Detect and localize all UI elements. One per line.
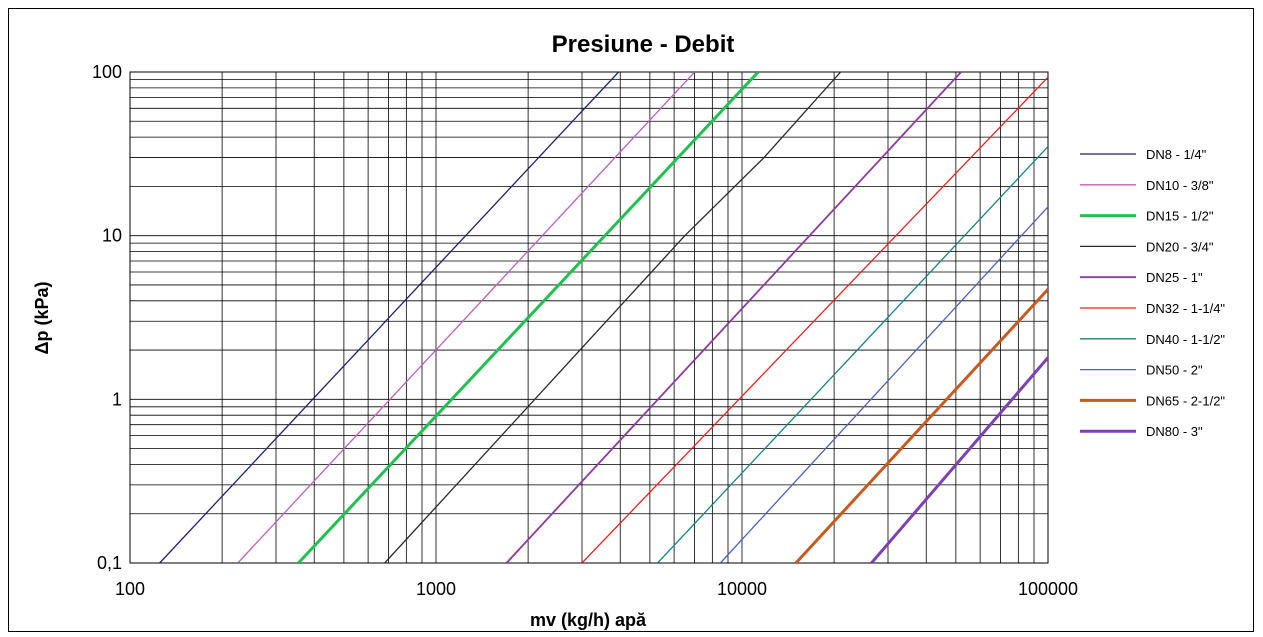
series-line-10 — [870, 356, 1048, 563]
x-axis-label: mv (kg/h) apă — [530, 610, 647, 630]
chart-frame — [8, 8, 1254, 632]
plot-area-border — [129, 71, 1049, 564]
series-line-2 — [237, 72, 696, 563]
series-line-9 — [794, 288, 1048, 563]
y-axis-label: Δp (kPa) — [32, 282, 52, 355]
series-layer — [159, 72, 1048, 563]
series-line-1 — [159, 72, 620, 563]
x-tick-label: 100000 — [1018, 579, 1078, 599]
y-tick-label: 100 — [92, 62, 122, 82]
series-line-8 — [719, 206, 1048, 563]
chart-title: Presiune - Debit — [552, 31, 735, 58]
legend: DN8 - 1/4" DN10 - 3/8" DN15 - 1/2" DN20 - 3… — [1080, 147, 1225, 439]
x-tick-label: 1000 — [416, 579, 456, 599]
series-line-5 — [505, 72, 962, 563]
tick-labels: 100 1000 10000 100000 0,1 1 10 100 — [92, 62, 1078, 599]
legend-label: DN32 - 1-1/4" — [1146, 301, 1225, 316]
y-tick-label: 0,1 — [97, 553, 122, 573]
y-tick-label: 10 — [102, 226, 122, 246]
legend-label: DN10 - 3/8" — [1146, 178, 1214, 193]
legend-label: DN50 - 2" — [1146, 363, 1203, 378]
legend-label: DN80 - 3" — [1146, 424, 1203, 439]
series-line-4 — [384, 72, 842, 563]
y-tick-label: 1 — [112, 389, 122, 409]
series-line-7 — [657, 146, 1048, 563]
x-tick-label: 10000 — [717, 579, 767, 599]
grid-layer — [129, 72, 1048, 564]
legend-label: DN15 - 1/2" — [1146, 209, 1214, 224]
legend-label: DN8 - 1/4" — [1146, 147, 1207, 162]
legend-label: DN65 - 2-1/2" — [1146, 393, 1225, 408]
x-tick-label: 100 — [115, 579, 145, 599]
legend-label: DN20 - 3/4" — [1146, 239, 1214, 254]
series-line-6 — [581, 76, 1048, 563]
legend-label: DN25 - 1" — [1146, 270, 1203, 285]
series-line-3 — [297, 72, 760, 563]
legend-label: DN40 - 1-1/2" — [1146, 332, 1225, 347]
